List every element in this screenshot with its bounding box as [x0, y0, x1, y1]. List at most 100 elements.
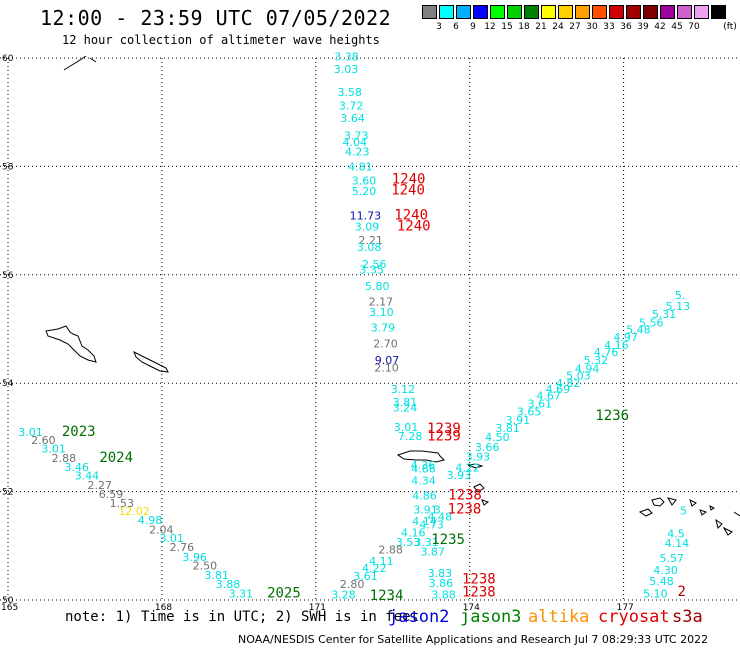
wave-height-value: 3.44: [75, 470, 100, 483]
color-scale-swatch: [456, 5, 471, 19]
wave-height-value: 3.53: [396, 536, 421, 549]
wave-height-value: 4.73: [419, 518, 444, 531]
wave-height-value: 2.50: [193, 560, 218, 573]
color-scale-swatch: [694, 5, 709, 19]
wave-height-value: 3.91: [413, 503, 438, 516]
wave-height-value: 5.: [675, 289, 686, 302]
color-scale-swatch: [626, 5, 641, 19]
island-west-small: [133, 350, 169, 373]
pass-time-label: 2025: [267, 585, 301, 601]
pass-time-label: 1236: [595, 408, 629, 424]
wave-height-value: 3.12: [391, 383, 416, 396]
lat-label: 58: [2, 162, 14, 172]
color-scale-label: 12: [484, 22, 496, 32]
wave-height-value: 3.31: [229, 587, 254, 600]
wave-height-value: 3.61: [353, 570, 378, 583]
pass-time-label: 1238: [448, 501, 482, 517]
wave-height-value: 4.34: [411, 475, 436, 488]
wave-height-value: 3.46: [64, 461, 89, 474]
pass-time-label: 1240: [394, 208, 428, 224]
color-scale-label: 6: [453, 22, 459, 32]
wave-height-value: 3.65: [517, 406, 542, 419]
wave-height-value: 12.02: [118, 505, 150, 518]
notes-text: note: 1) Time is in UTC; 2) SWH is in fe…: [65, 609, 420, 625]
wave-height-value: 5: [680, 504, 687, 517]
wave-height-value: 4.86: [412, 490, 437, 503]
wave-height-value: 4.67: [536, 389, 561, 402]
color-scale-swatch: [677, 5, 692, 19]
wave-height-value: 11.73: [350, 210, 382, 223]
wave-height-value: 2.17: [369, 296, 394, 309]
color-scale-swatch: [575, 5, 590, 19]
pass-time-label: 1235: [431, 532, 465, 548]
wave-height-value: 3.24: [393, 401, 418, 414]
wave-height-value: 4.94: [575, 362, 600, 375]
wave-height-value: 3.03: [334, 63, 359, 76]
wave-height-value: 4.14: [665, 537, 690, 550]
wave-height-value: 2.27: [88, 479, 113, 492]
wave-height-value: 3.08: [357, 241, 382, 254]
wave-height-value: 2.70: [373, 337, 398, 350]
wave-height-value: 3: [434, 503, 441, 516]
wave-height-value: 5.03: [566, 369, 591, 382]
wave-height-value: 3.88: [216, 578, 241, 591]
wave-height-value: 3.72: [339, 99, 364, 112]
island-central-b: [467, 463, 484, 469]
coast-top-left: [63, 55, 87, 71]
lat-label: 50: [2, 596, 14, 606]
pass-time-labels: 1240124012401240123912391238123812381238…: [62, 172, 686, 604]
wave-height-value: 2.56: [362, 258, 387, 271]
wave-height-value: 4.16: [604, 339, 629, 352]
wave-height-value: 3.81: [393, 396, 418, 409]
island-central-c: [473, 483, 485, 493]
wave-height-value: 5.20: [352, 185, 377, 198]
color-scale-label: 39: [637, 22, 649, 32]
wave-height-value: 4.22: [362, 562, 387, 575]
color-scale-label: 24: [552, 22, 564, 32]
color-scale-swatch: [473, 5, 488, 19]
wave-height-value: 3.64: [340, 112, 365, 125]
wave-height-value: 2.60: [31, 434, 56, 447]
lon-label: 165: [1, 603, 18, 613]
wave-height-value: 3.93: [447, 469, 472, 482]
wave-height-value: 4.69: [546, 383, 571, 396]
wave-height-value: 9.07: [375, 354, 400, 367]
wave-height-value: 5.80: [365, 280, 390, 293]
wave-height-value: 5.57: [660, 552, 685, 565]
island-west-large: [45, 325, 97, 363]
wave-height-value: 3.73: [344, 129, 369, 142]
wave-height-value: 3.88: [431, 588, 456, 601]
wave-height-value: 3.61: [528, 398, 553, 411]
wave-height-value: 1.53: [110, 497, 135, 510]
island-central: [396, 450, 445, 463]
color-scale-label: 9: [470, 22, 476, 32]
wave-height-value: 3.10: [369, 306, 394, 319]
wave-height-observations: 3.383.03 3.583.723.64 3.734.044.23 4.813.60…: [18, 51, 690, 602]
wave-height-value: 3.38: [334, 51, 359, 64]
color-scale-swatch: [711, 5, 726, 19]
color-scale-swatch: [660, 5, 675, 19]
pass-time-label: 2024: [99, 450, 133, 466]
color-scale-label: 70: [688, 22, 700, 32]
wave-height-value: 4.5: [667, 528, 685, 541]
pass-time-label: 2023: [62, 424, 96, 440]
wave-height-value: 3.09: [355, 220, 380, 233]
wave-height-value: 5.31: [652, 308, 677, 321]
pass-time-label: 1238: [462, 585, 496, 601]
wave-height-value: 5.13: [666, 300, 691, 313]
wave-height-value: 2.21: [358, 234, 383, 247]
wave-height-value: 3.96: [182, 551, 207, 564]
satellite-legend-s3a: s3a: [672, 607, 703, 627]
wave-height-value: 4.30: [653, 564, 678, 577]
pass-time-label: 1240: [392, 172, 426, 188]
wave-height-value: 2.80: [340, 578, 365, 591]
lat-label: 54: [2, 379, 14, 389]
lat-label: 52: [2, 488, 13, 498]
color-scale-label: 15: [501, 22, 513, 32]
footer-credit: NOAA/NESDIS Center for Satellite Applica…: [238, 633, 709, 646]
island-east-h: [699, 509, 708, 516]
color-scale-swatch: [592, 5, 607, 19]
pass-time-label: 1239: [427, 421, 461, 437]
color-scale-label: 18: [518, 22, 530, 32]
